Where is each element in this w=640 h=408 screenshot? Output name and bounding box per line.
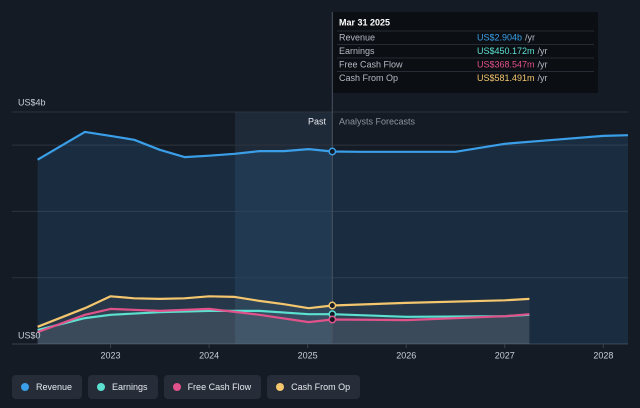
legend-label: Cash From Op bbox=[291, 382, 351, 392]
tooltip-unit: /yr bbox=[538, 46, 548, 56]
tooltip-label: Revenue bbox=[339, 32, 375, 42]
tooltip-label: Cash From Op bbox=[339, 73, 398, 83]
series-area bbox=[37, 308, 530, 344]
x-tick-label: 2025 bbox=[298, 350, 318, 360]
series-line bbox=[37, 130, 629, 161]
x-tick-label: 2023 bbox=[101, 350, 121, 360]
tooltip-label: Free Cash Flow bbox=[339, 59, 403, 69]
tooltip-value: US$2.904b bbox=[477, 32, 522, 42]
x-tick-label: 2028 bbox=[593, 350, 613, 360]
legend-swatch bbox=[172, 383, 181, 391]
legend-label: Revenue bbox=[36, 382, 73, 392]
series-line bbox=[37, 309, 530, 332]
tooltip-value: US$581.491m bbox=[477, 73, 535, 83]
tooltip-unit: /yr bbox=[538, 73, 548, 83]
tooltip: Mar 31 2025 Revenue US$2.904b/yr Earnings U… bbox=[333, 12, 598, 93]
cursor-dot bbox=[328, 315, 337, 324]
legend-button[interactable]: Earnings bbox=[88, 375, 158, 399]
series-line bbox=[37, 307, 530, 334]
tooltip-unit: /yr bbox=[525, 32, 535, 42]
legend-swatch bbox=[97, 383, 106, 391]
cursor-dot bbox=[328, 301, 337, 310]
legend-button[interactable]: Free Cash Flow bbox=[163, 375, 262, 399]
y-top-label: US$4b bbox=[18, 97, 46, 107]
plot bbox=[12, 12, 629, 348]
past-label: Past bbox=[308, 116, 327, 126]
x-tick-label: 2027 bbox=[495, 350, 515, 360]
legend-label: Free Cash Flow bbox=[187, 382, 252, 392]
tooltip-box bbox=[333, 12, 598, 93]
cursor-dot bbox=[328, 147, 337, 156]
series-line bbox=[37, 295, 530, 328]
legend-swatch bbox=[21, 383, 29, 391]
legend: Revenue Earnings Free Cash Flow Cash From O… bbox=[12, 375, 361, 399]
legend-swatch bbox=[276, 383, 285, 391]
y-bottom-label: US$0 bbox=[18, 330, 41, 340]
x-tick-label: 2026 bbox=[396, 350, 416, 360]
legend-button[interactable]: Revenue bbox=[12, 375, 83, 399]
legend-button[interactable]: Cash From Op bbox=[267, 375, 361, 399]
tooltip-unit: /yr bbox=[538, 59, 548, 69]
x-tick-label: 2024 bbox=[199, 350, 219, 360]
tooltip-value: US$368.547m bbox=[477, 59, 535, 69]
forecast-label: Analysts Forecasts bbox=[339, 116, 416, 126]
tooltip-label: Earnings bbox=[339, 46, 375, 56]
series-area bbox=[37, 296, 530, 344]
tooltip-value: US$450.172m bbox=[477, 46, 535, 56]
legend-label: Earnings bbox=[112, 382, 148, 392]
tooltip-date: Mar 31 2025 bbox=[339, 17, 390, 27]
